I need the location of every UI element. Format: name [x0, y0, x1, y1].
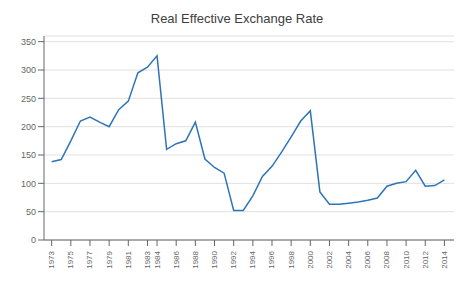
svg-text:300: 300	[21, 65, 36, 75]
svg-text:2006: 2006	[363, 250, 372, 268]
svg-text:1988: 1988	[191, 250, 200, 268]
svg-text:250: 250	[21, 94, 36, 104]
svg-text:1975: 1975	[66, 250, 75, 268]
svg-text:1973: 1973	[47, 250, 56, 268]
svg-text:1986: 1986	[172, 250, 181, 268]
svg-text:1990: 1990	[210, 250, 219, 268]
svg-text:350: 350	[21, 37, 36, 47]
svg-text:50: 50	[26, 207, 36, 217]
svg-text:150: 150	[21, 150, 36, 160]
svg-text:200: 200	[21, 122, 36, 132]
svg-text:1996: 1996	[267, 250, 276, 268]
svg-text:2000: 2000	[306, 250, 315, 268]
html-text:Real Effective Exchange Rate: Real Effective Exchange Rate	[150, 11, 324, 26]
svg-text:1981: 1981	[124, 250, 133, 268]
svg-text:2004: 2004	[344, 250, 353, 268]
svg-text:1998: 1998	[287, 250, 296, 268]
svg-text:2002: 2002	[325, 250, 334, 268]
svg-text:1992: 1992	[229, 250, 238, 268]
svg-text:0: 0	[31, 235, 36, 245]
svg-text:1977: 1977	[85, 250, 94, 268]
svg-text:1983: 1983	[143, 250, 152, 268]
svg-text:2014: 2014	[440, 250, 449, 268]
svg-text:100: 100	[21, 179, 36, 189]
svg-text:2010: 2010	[402, 250, 411, 268]
svg-text:2012: 2012	[421, 250, 430, 268]
svg-text:1984: 1984	[153, 250, 162, 268]
svg-text:1979: 1979	[105, 250, 114, 268]
svg-text:1994: 1994	[248, 250, 257, 268]
svg-text:2008: 2008	[382, 250, 391, 268]
